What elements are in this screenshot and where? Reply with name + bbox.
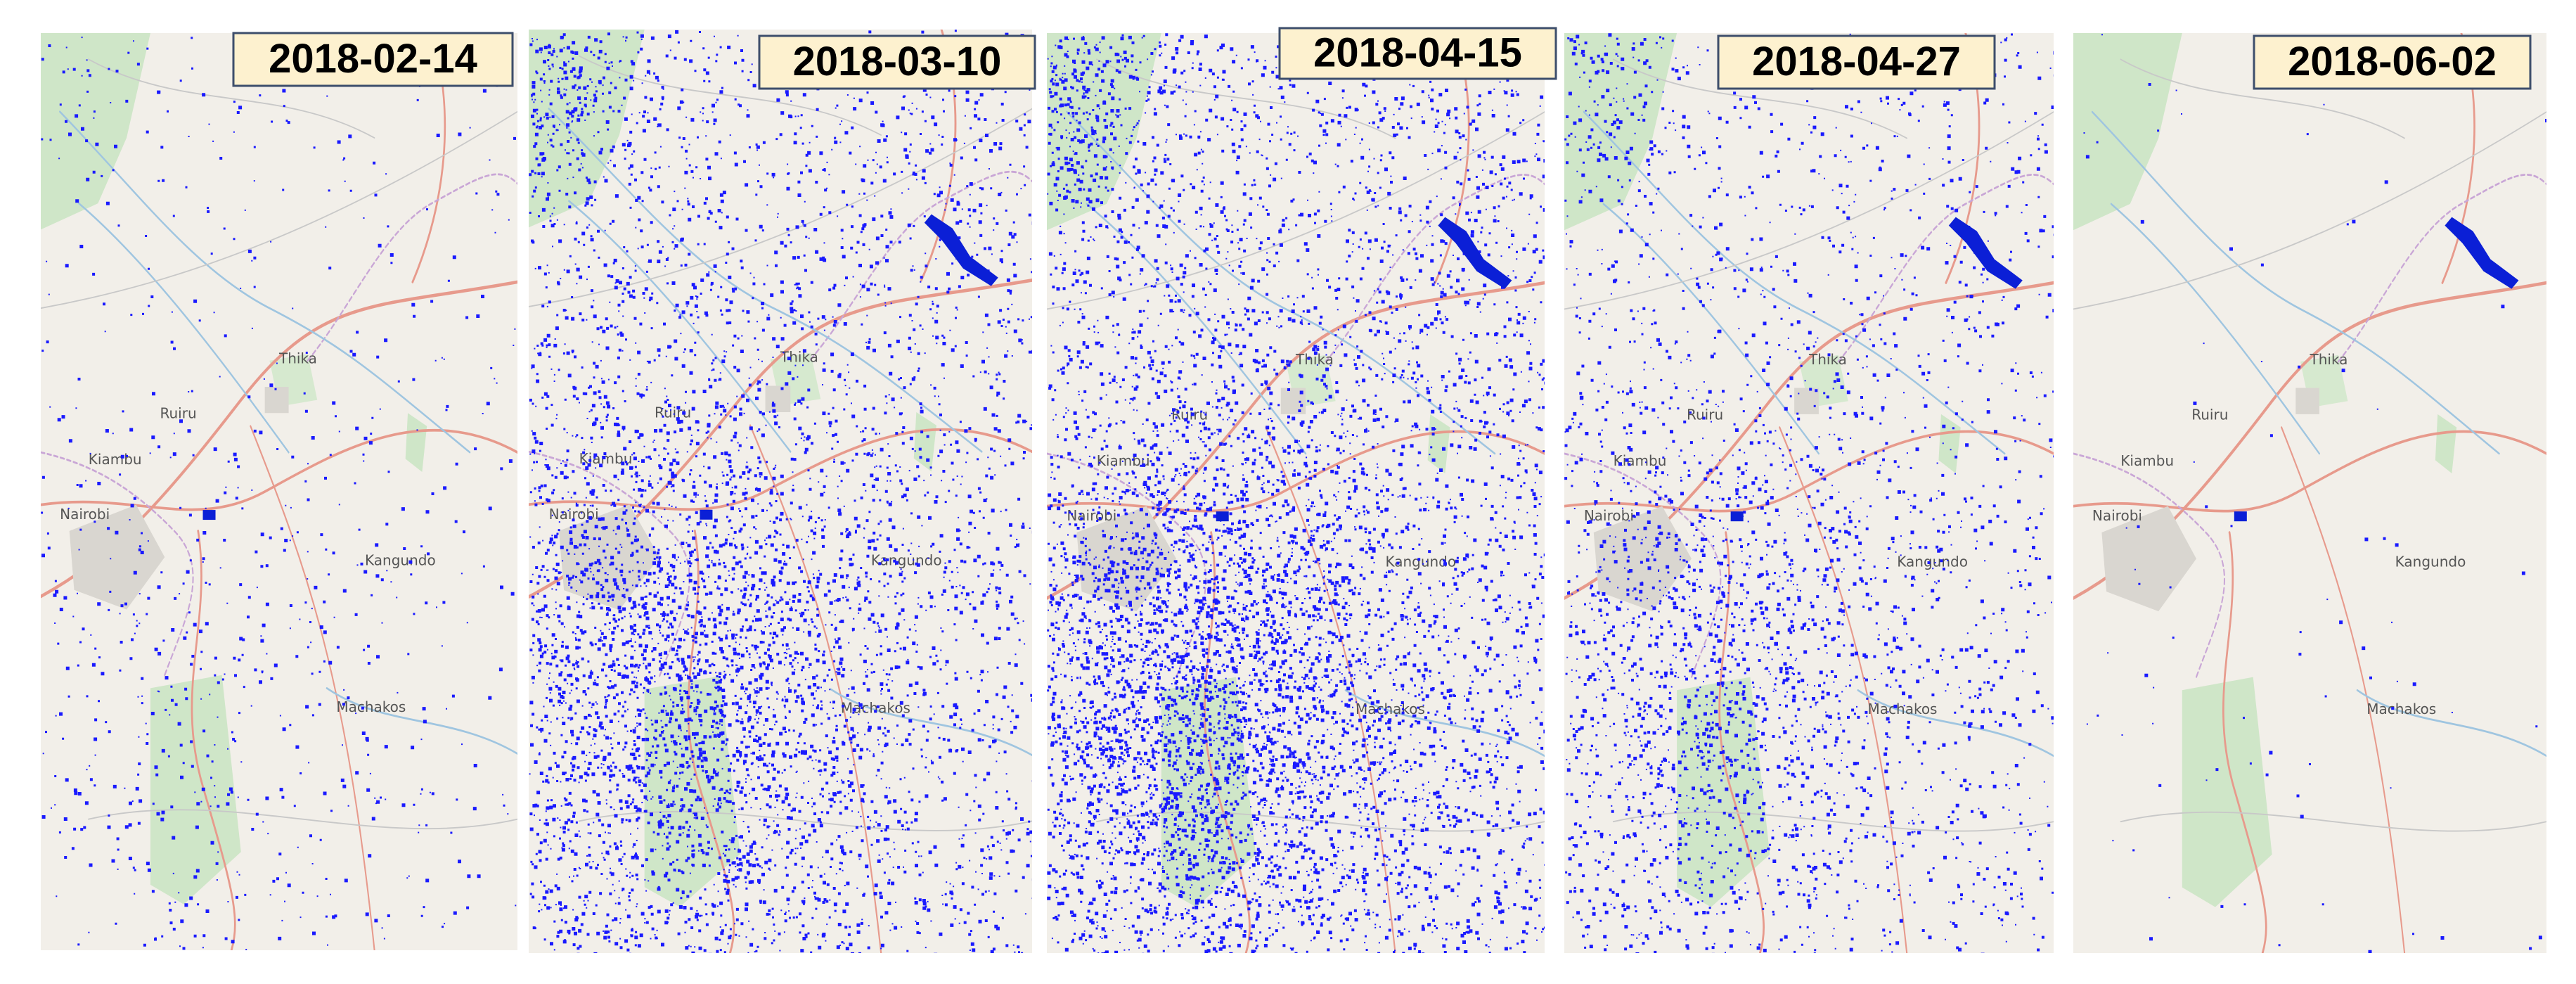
place-label: Kangundo (1897, 554, 1968, 570)
map-base (1564, 33, 2054, 953)
map: Kiambu Nairobi Thika Machakos Kangundo Ruiru (2073, 33, 2546, 953)
map-panel: Kiambu Nairobi Thika Machakos Kangundo Ruiru 2… (2073, 33, 2546, 953)
date-label: 2018-04-15 (1313, 30, 1522, 75)
date-label: 2018-02-14 (269, 36, 477, 82)
place-label: Kangundo (871, 552, 942, 569)
water-body (700, 509, 713, 520)
place-label: Thika (780, 349, 818, 366)
date-label: 2018-06-02 (2288, 39, 2497, 84)
panels: Kiambu Nairobi Thika Machakos Kangundo Ruiru 2… (41, 27, 2546, 953)
place-label: Nairobi (60, 506, 110, 523)
place-label: Ruiru (1171, 406, 1208, 423)
place-label: Kiambu (2120, 452, 2174, 469)
map-panel: Kiambu Nairobi Thika Machakos Kangundo Ruiru 2… (41, 32, 517, 950)
reservoir (2445, 217, 2519, 289)
date-box (232, 32, 514, 87)
water-body (1216, 511, 1229, 522)
place-label: Machakos (841, 700, 910, 717)
place-label: Nairobi (1067, 507, 1116, 524)
place-label: Thika (2310, 351, 2348, 368)
map-base (2073, 33, 2546, 953)
place-label: Ruiru (160, 405, 197, 422)
water-pixels (529, 30, 1032, 953)
map-panel: KiambuNairobiThikaMachakosKangundoRuiru2… (1564, 33, 2054, 953)
water-body (2234, 511, 2247, 522)
reservoir (1948, 217, 2023, 289)
water-body (1730, 511, 1744, 522)
map-panel: KiambuNairobiThikaMachakosKangundoRuiru2… (1047, 27, 1557, 953)
place-label: Thika (278, 350, 317, 366)
place-label: Kangundo (365, 551, 436, 568)
date-label: 2018-04-27 (1752, 39, 1961, 84)
place-label: Kiambu (89, 451, 142, 468)
place-label: Machakos (1868, 701, 1938, 717)
water-body (202, 510, 216, 520)
place-label: Nairobi (1584, 507, 1634, 524)
date-label: 2018-03-10 (793, 39, 1002, 84)
place-label: Machakos (336, 698, 406, 715)
place-label: Thika (1808, 351, 1847, 368)
reservoir (1438, 217, 1512, 289)
date-box (1717, 34, 1996, 90)
place-label: Kangundo (2395, 554, 2466, 570)
place-label: Ruiru (2191, 406, 2228, 423)
place-label: Nairobi (2092, 507, 2142, 524)
place-label: Machakos (2366, 701, 2436, 717)
map: Kiambu Nairobi Thika Machakos Kangundo Ruiru (41, 33, 517, 950)
water-pixels (1047, 33, 1545, 953)
place-label: Ruiru (1687, 406, 1723, 423)
map-base (529, 30, 1032, 953)
water-pixels (1564, 33, 2054, 953)
reservoir (924, 214, 998, 286)
date-box (758, 34, 1036, 90)
map-panel: KiambuNairobiThikaMachakosKangundoRuiru2… (529, 30, 1036, 953)
date-box (1278, 27, 1557, 80)
date-box (2253, 34, 2532, 90)
place-label: Ruiru (655, 404, 691, 421)
